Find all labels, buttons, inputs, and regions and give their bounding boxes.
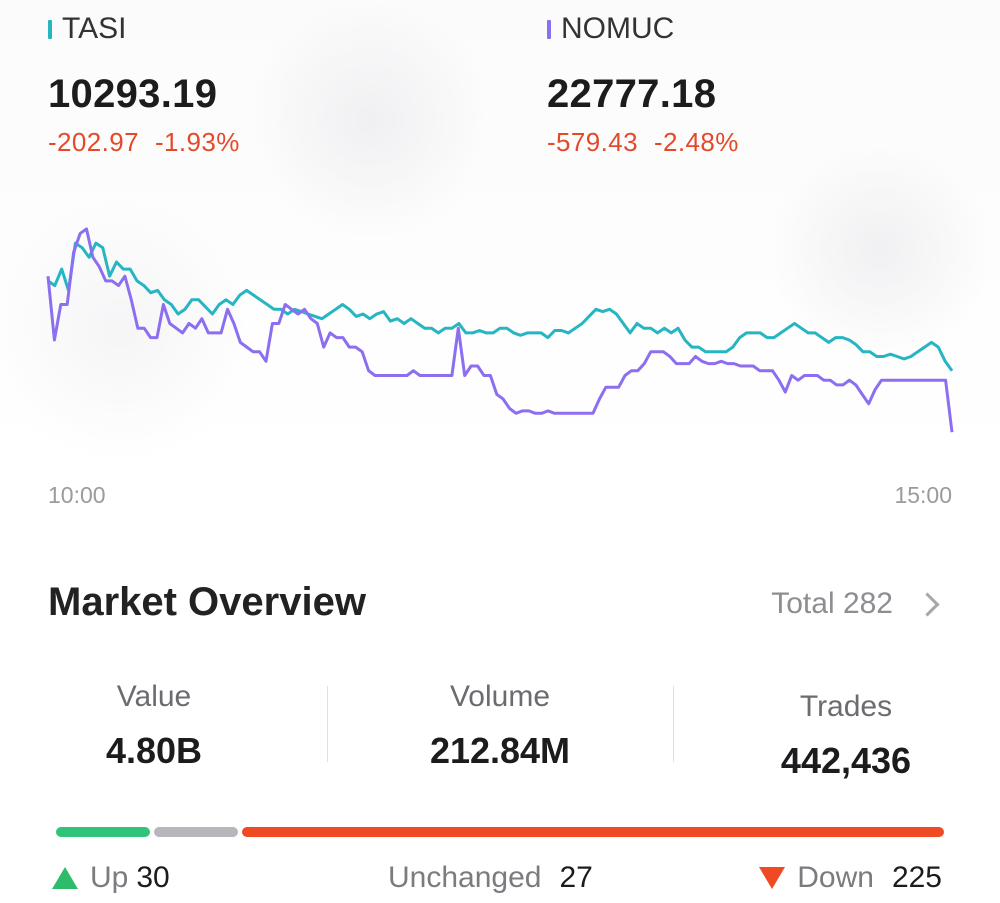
index-change-percent: -1.93% xyxy=(154,127,240,157)
tasi-color-marker xyxy=(48,19,52,39)
index-change: -202.97 -1.93% xyxy=(48,127,240,158)
stat-label: Value xyxy=(116,680,192,713)
unchanged-count: Unchanged 27 xyxy=(388,858,593,898)
triangle-down-icon xyxy=(759,867,786,889)
chevron-right-icon xyxy=(915,591,940,617)
stat-label: Volume xyxy=(449,680,551,713)
stat-number: 212.84M xyxy=(429,730,571,771)
up-label: Up xyxy=(90,861,129,894)
divider xyxy=(673,686,674,762)
stat-trades: Trades 442,436 xyxy=(726,690,966,782)
divider xyxy=(327,686,328,762)
series-line-tasi xyxy=(47,241,954,372)
index-change-percent: -2.48% xyxy=(653,127,739,157)
stat-number: 442,436 xyxy=(780,740,912,781)
index-name: TASI xyxy=(62,12,127,45)
breadth-up-segment xyxy=(56,827,150,837)
index-change: -579.43 -2.48% xyxy=(547,127,739,158)
series-line-nomuc xyxy=(46,227,954,433)
stat-value: Value 4.80B xyxy=(34,680,274,772)
breadth-unchanged-segment xyxy=(153,827,238,837)
up-number: 30 xyxy=(136,861,170,894)
index-value: 22777.18 xyxy=(547,72,717,116)
stat-label: Trades xyxy=(799,690,893,723)
world-map-background xyxy=(0,0,1000,470)
total-label: Total 282 xyxy=(771,587,893,620)
intraday-chart[interactable] xyxy=(0,200,1000,480)
down-number: 225 xyxy=(891,861,942,894)
breadth-down-segment xyxy=(241,827,944,837)
up-count: Up 30 xyxy=(52,858,170,898)
down-label: Down xyxy=(797,861,874,894)
triangle-up-icon xyxy=(52,867,78,889)
section-title: Market Overview xyxy=(48,580,366,624)
index-change-points: -202.97 xyxy=(48,127,139,157)
index-value: 10293.19 xyxy=(48,72,218,116)
market-breadth-bar xyxy=(56,827,944,837)
index-nomuc[interactable]: NOMUC 22777.18 -579.43 -2.48% xyxy=(547,10,739,158)
index-tasi[interactable]: TASI 10293.19 -202.97 -1.93% xyxy=(48,10,240,158)
x-axis-end-label: 15:00 xyxy=(894,482,952,508)
down-count: Down 225 xyxy=(759,858,942,898)
unchanged-number: 27 xyxy=(559,861,593,894)
index-name: NOMUC xyxy=(561,12,675,45)
x-axis-start-label: 10:00 xyxy=(48,482,106,508)
stat-number: 4.80B xyxy=(105,730,203,771)
unchanged-label: Unchanged xyxy=(388,861,542,894)
total-link[interactable]: Total 282 xyxy=(771,587,940,621)
nomuc-color-marker xyxy=(547,19,551,39)
index-change-points: -579.43 xyxy=(547,127,638,157)
stat-volume: Volume 212.84M xyxy=(380,680,620,772)
